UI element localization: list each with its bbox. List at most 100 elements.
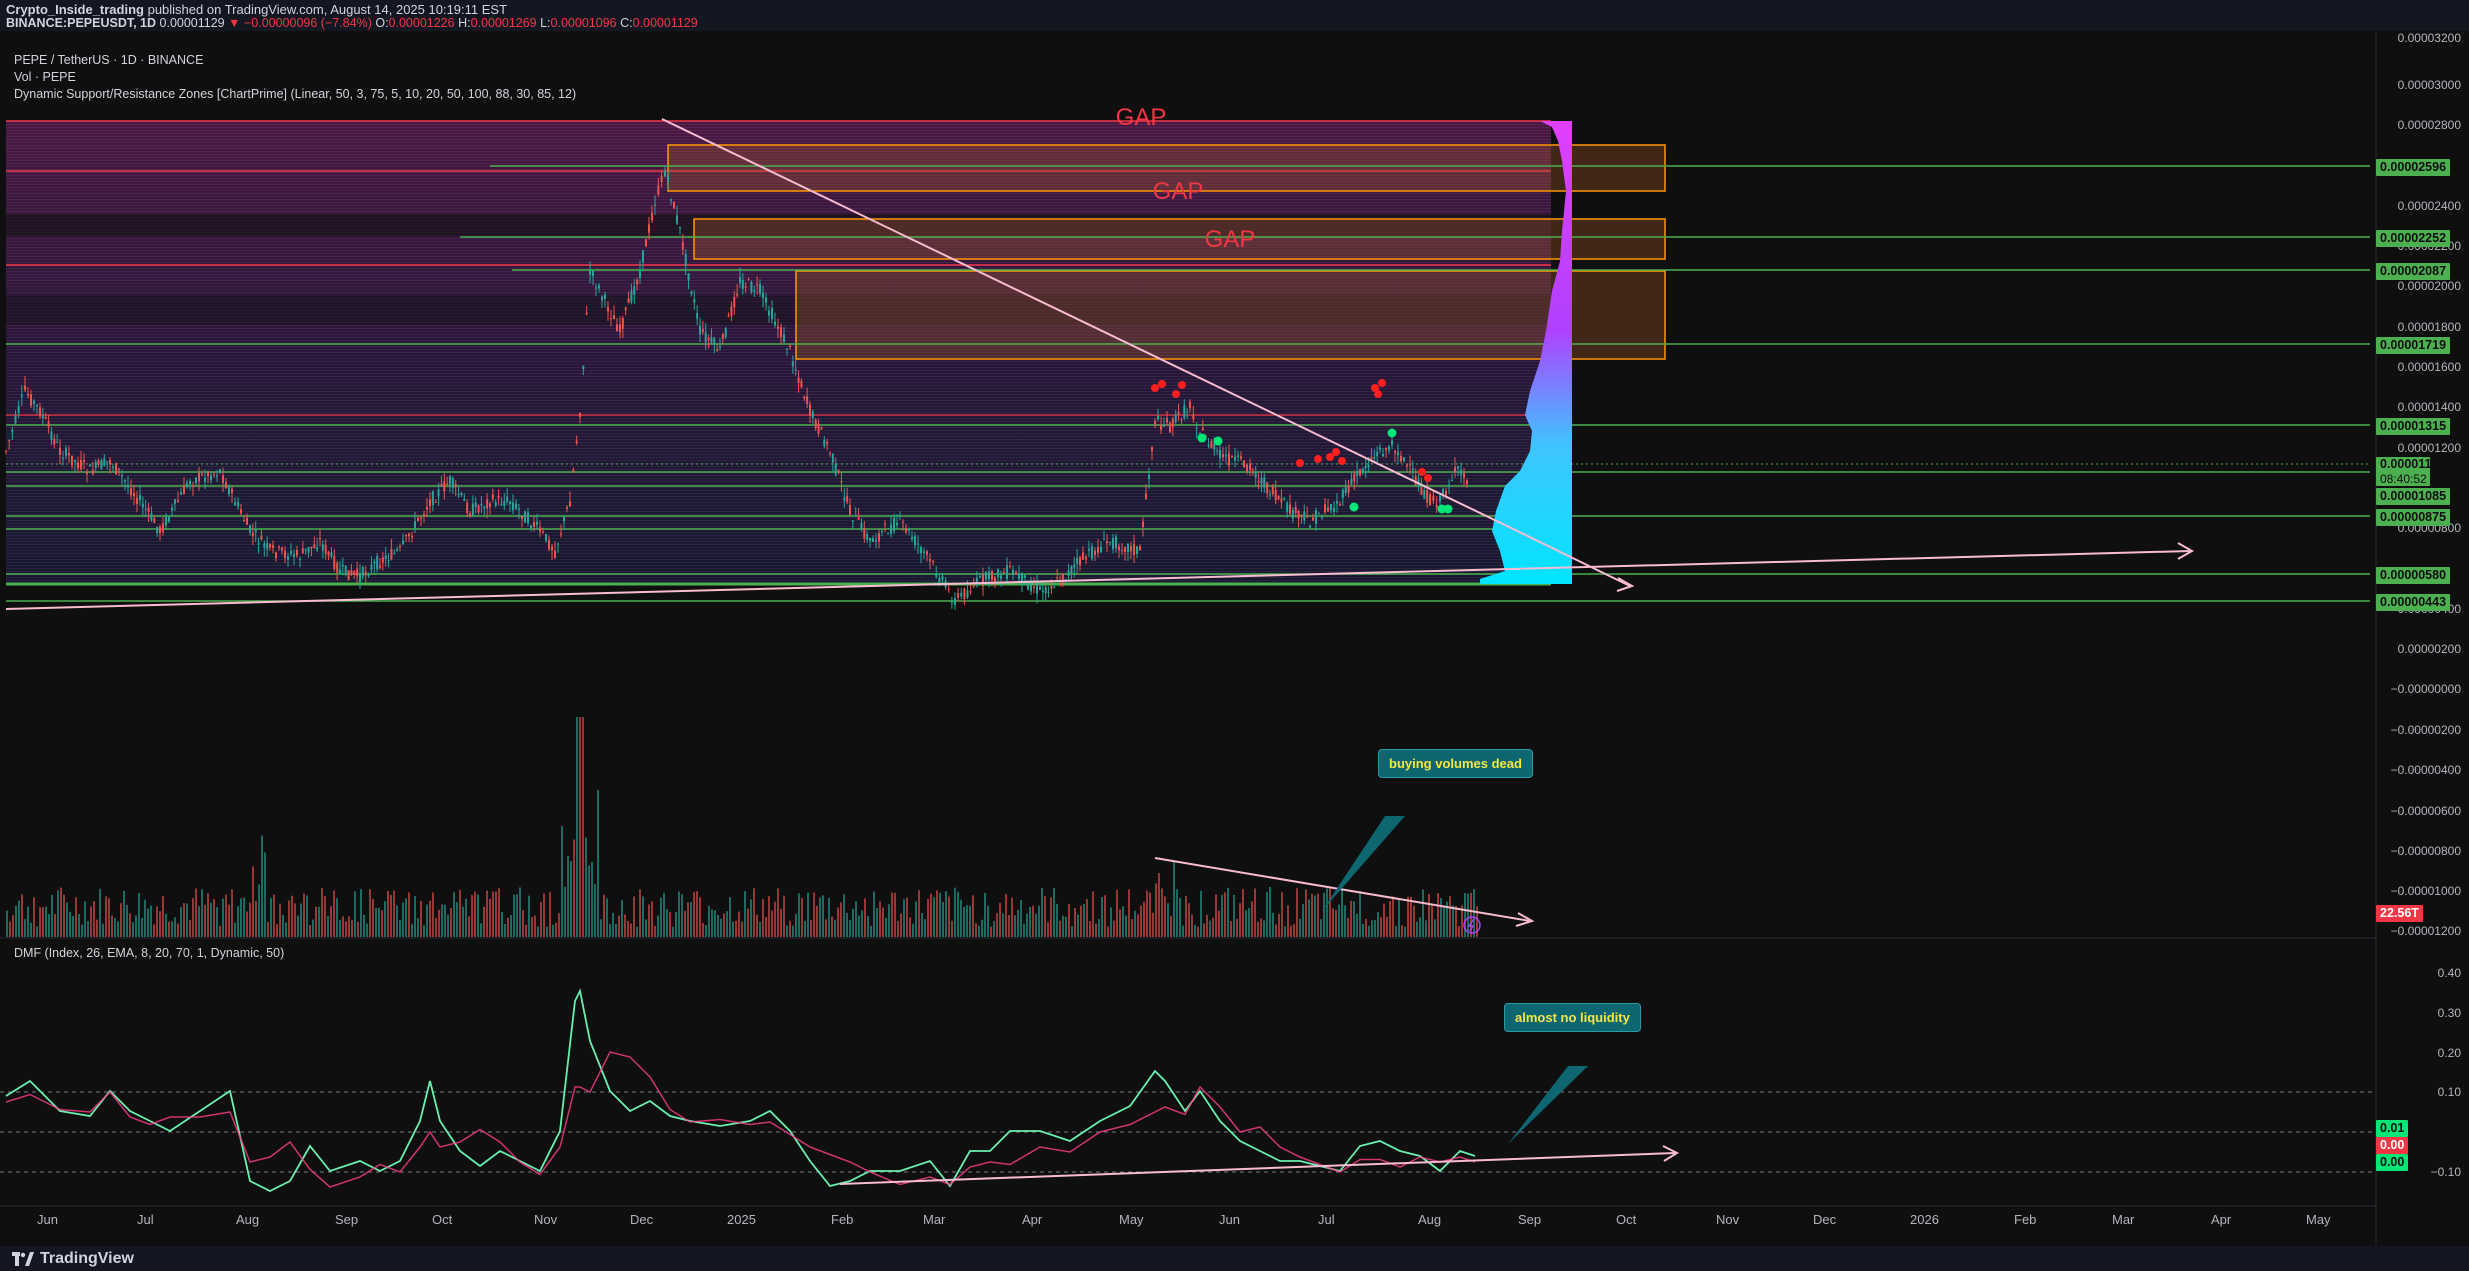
volume-bar [1386,916,1388,937]
volume-bar [1203,923,1205,937]
candle-body [941,575,944,580]
volume-bar [426,904,428,937]
candle-body [463,499,466,502]
chart-area[interactable]: GAP GAP GAP PEPE / TetherUS · 1D · BINAN… [0,31,2469,1246]
volume-bar [531,916,533,937]
volume-bar [1035,913,1037,937]
candle-body [1000,575,1002,579]
volume-bar [903,899,905,937]
volume-bar [1164,896,1166,937]
volume-bar [36,926,38,937]
candle-body [1391,440,1393,445]
candle-body [347,570,350,581]
volume-bar [423,925,425,937]
candle-body [579,413,581,418]
volume-bar [126,904,128,937]
volume-bar [1374,919,1376,937]
candle-body [1463,473,1465,478]
volume-bar [906,897,908,937]
indicator-legend[interactable]: Dynamic Support/Resistance Zones [ChartP… [14,87,577,101]
tradingview-logo[interactable]: TradingView [12,1250,134,1268]
volume-bar [723,913,725,937]
volume-bar [312,919,314,937]
volume-bar [810,919,812,937]
candle-body [693,299,696,303]
candle-body [1059,583,1061,586]
candle-body [932,560,935,562]
arrow-head [1662,1145,1680,1162]
candle-body [74,460,76,463]
arrow-head [1515,912,1535,927]
candle-body [823,439,826,447]
published-text: published on TradingView.com, August 14,… [147,2,508,17]
candle-body [112,466,114,469]
candle-body [192,485,194,487]
candle-body [713,338,716,346]
candle-body [150,513,153,521]
candle-body [426,507,428,510]
candle-body [94,461,97,469]
candle-body [1130,546,1132,552]
candle-body [982,574,984,586]
volume-bar [99,888,101,937]
volume-bar [114,917,116,937]
candle-body [774,321,776,326]
candle-body [451,478,454,488]
volume-bar [1254,888,1256,937]
dmf-legend[interactable]: DMF (Index, 26, EMA, 8, 20, 70, 1, Dynam… [14,946,285,960]
volume-bar [570,861,572,937]
volume-legend[interactable]: Vol · PEPE [14,70,76,84]
author-name[interactable]: Crypto_Inside_trading [6,2,144,17]
candle-body [1222,454,1224,458]
candle-body [24,385,26,391]
volume-bar [471,894,473,937]
volume-bar [504,924,506,937]
candle-body [225,482,227,489]
volume-bar [1152,912,1154,937]
candle-body [379,565,381,568]
candle-body [1103,539,1105,541]
candle-body [783,334,785,343]
candle-body [687,273,690,281]
volume-bar [711,909,713,937]
candle-body [908,528,910,531]
candle-body [1327,507,1329,512]
candle-body [627,298,630,304]
candle-body [234,502,236,506]
candle-body [670,199,672,201]
volume-bar [330,906,332,937]
volume-bar [762,899,764,937]
candle-body [56,441,59,443]
volume-bar [1404,926,1406,937]
candle-body [222,475,224,483]
candle-body [1315,510,1317,524]
candle-body [1085,556,1087,560]
candle-body [791,361,794,367]
volume-bar [135,915,137,937]
candle-body [727,315,730,317]
symbol-legend[interactable]: PEPE / TetherUS · 1D · BINANCE [14,53,204,67]
candle-body [471,503,474,517]
candle-body [1291,509,1294,519]
volume-bar [1179,897,1181,937]
candle-body [560,533,562,535]
symbol-line[interactable]: BINANCE:PEPEUSDT, 1D [6,16,157,30]
candle-body [938,578,941,583]
volume-value-tag: 22.56T [2376,905,2423,922]
volume-bar [1038,905,1040,937]
volume-bar [1047,922,1049,937]
volume-bar [1299,918,1301,937]
chart-canvas[interactable]: GAP GAP GAP [0,31,2469,1246]
candle-body [664,170,666,177]
candle-body [313,544,316,549]
volume-bar [522,910,524,937]
volume-bar [927,898,929,937]
volume-bar [255,900,257,937]
candle-body [893,518,895,532]
candle-body [1100,546,1102,553]
volume-bar [1110,907,1112,937]
candle-body [260,535,263,540]
candle-body [950,602,953,604]
candle-body [33,400,35,404]
candle-body [168,516,170,522]
